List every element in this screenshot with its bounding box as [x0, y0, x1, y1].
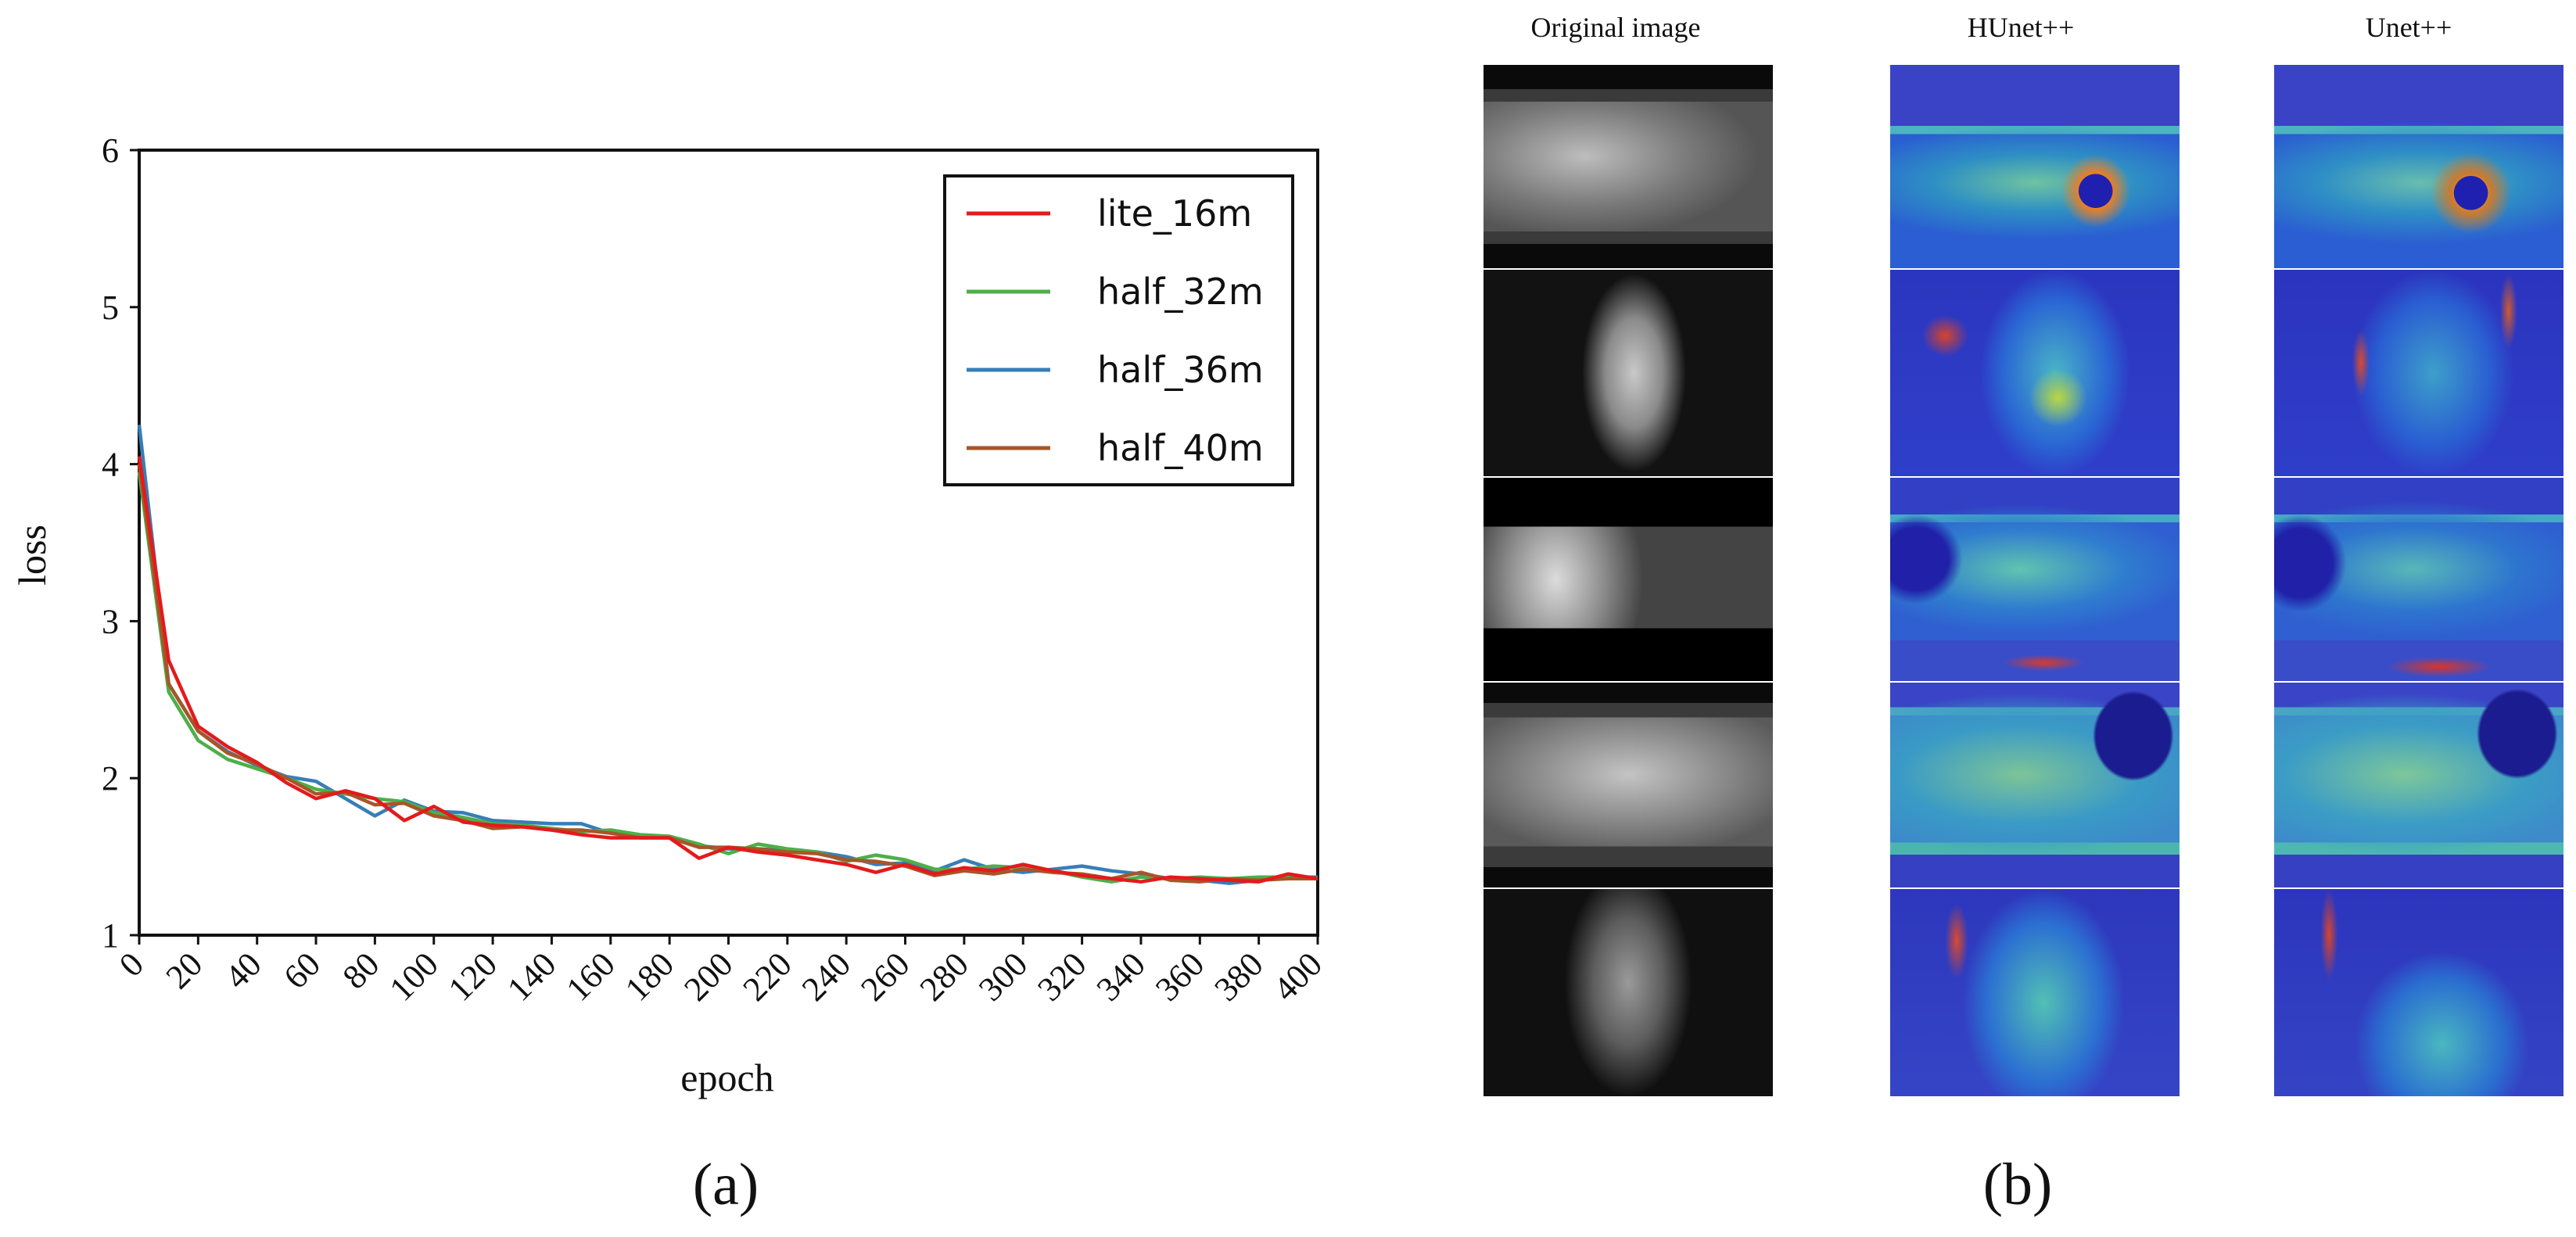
x-tick-label: 400 — [1266, 945, 1329, 1008]
hunet-heatmap-1 — [1890, 65, 2180, 268]
x-tick-label: 300 — [971, 945, 1035, 1008]
unet-heatmap-4 — [2274, 683, 2563, 887]
original-image-2 — [1484, 270, 1773, 476]
x-tick-label: 380 — [1207, 945, 1270, 1008]
unet-heatmap-1 — [2274, 65, 2563, 268]
legend-box — [943, 174, 1294, 486]
series-line-half-36m — [137, 425, 1318, 885]
x-tick-label: 20 — [159, 945, 210, 996]
x-tick-label: 100 — [382, 945, 446, 1008]
hunet-heatmap-4 — [1890, 683, 2180, 887]
x-tick-label: 60 — [276, 945, 328, 996]
x-tick-label: 0 — [112, 945, 151, 984]
original-image-3 — [1484, 478, 1773, 681]
y-tick-label: 4 — [102, 446, 119, 484]
y-axis-title: loss — [10, 525, 54, 586]
x-tick-label: 260 — [853, 945, 917, 1008]
x-tick-label: 240 — [795, 945, 858, 1008]
unet-heatmap-3 — [2274, 478, 2563, 681]
panel-label-a: (a) — [693, 1152, 759, 1217]
panel-b-label-svg: (b) — [1983, 1152, 2053, 1217]
x-tick-label: 160 — [559, 945, 622, 1008]
x-tick-label: 180 — [618, 945, 681, 1008]
legend: lite_16m half_32m half_36m half_40m — [943, 174, 1294, 486]
x-tick-label: 80 — [335, 945, 387, 996]
series-layer — [137, 425, 1318, 885]
original-image-4 — [1484, 683, 1773, 887]
legend-label-lite-16m: lite_16m — [1097, 192, 1252, 235]
y-tick-label: 1 — [102, 916, 119, 955]
hunet-heatmap-3 — [1890, 478, 2180, 681]
legend-label-half-32m: half_32m — [1097, 271, 1264, 313]
series-line-lite-16m — [137, 456, 1318, 884]
panel-label-b: (b) — [1983, 1152, 2053, 1217]
series-line-half-32m — [137, 471, 1318, 884]
x-tick-label: 140 — [500, 945, 563, 1008]
unet-heatmap-2 — [2274, 270, 2563, 476]
original-image-5 — [1484, 889, 1773, 1096]
x-tick-label: 320 — [1030, 945, 1093, 1008]
legend-label-half-36m: half_36m — [1097, 349, 1264, 391]
x-tick-label: 220 — [736, 945, 799, 1008]
original-image-1 — [1484, 65, 1773, 268]
column-title-original: Original image — [1530, 12, 1701, 43]
column-title-unet: Unet++ — [2365, 12, 2452, 43]
x-axis-title: epoch — [680, 1056, 773, 1099]
legend-label-half-40m: half_40m — [1097, 427, 1264, 469]
x-tick-label: 200 — [676, 945, 740, 1008]
x-tick-label: 280 — [913, 945, 976, 1008]
y-tick-label: 5 — [102, 289, 119, 327]
x-tick-label: 340 — [1089, 945, 1153, 1008]
x-tick-label: 120 — [441, 945, 504, 1008]
column-title-hunet: HUnet++ — [1967, 12, 2075, 43]
x-tick-label: 360 — [1148, 945, 1211, 1008]
hunet-heatmap-5 — [1890, 889, 2180, 1096]
y-tick-label: 2 — [102, 759, 119, 798]
series-line-half-40m — [137, 464, 1318, 884]
y-tick-label: 3 — [102, 602, 119, 640]
unet-heatmap-5 — [2274, 889, 2563, 1096]
x-tick-label: 40 — [217, 945, 269, 996]
y-tick-label: 6 — [102, 131, 119, 170]
hunet-heatmap-2 — [1890, 270, 2180, 476]
